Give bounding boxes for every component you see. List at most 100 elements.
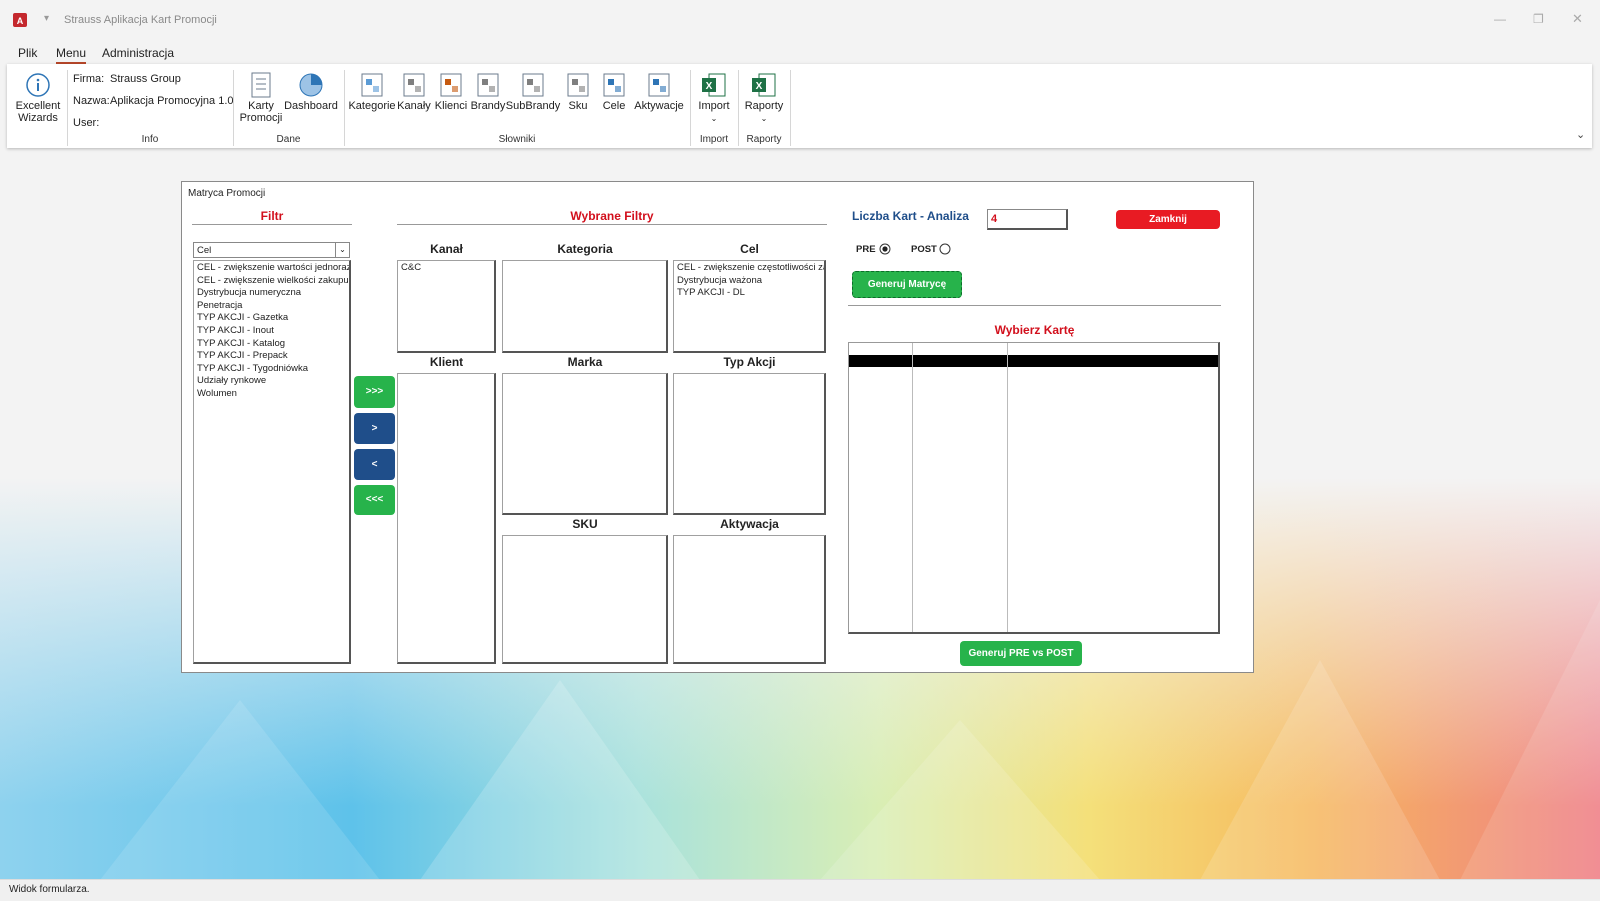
separator [690, 70, 691, 146]
label: Brandy [470, 100, 506, 112]
label: Import [698, 100, 730, 112]
list-item[interactable]: Dystrybucja ważona [677, 274, 763, 286]
list-item[interactable]: CEL - zwiększenie wartości jednorazowego… [197, 262, 351, 273]
panel-list[interactable] [397, 373, 496, 664]
radio-label: POST [911, 244, 937, 255]
icon [603, 73, 625, 97]
panel-label: Cel [740, 242, 759, 256]
value: Strauss Group [110, 73, 181, 85]
list-item[interactable]: TYP AKCJI - Gazetka [197, 312, 289, 324]
card-grid[interactable] [848, 342, 1220, 634]
ribbon-button[interactable]: Klienci [421, 72, 481, 112]
status-text: Widok formularza. [9, 884, 90, 895]
icon [648, 73, 670, 97]
panel-list[interactable] [502, 535, 668, 664]
label: Kategorie [348, 100, 396, 112]
combo-box[interactable]: Cel ⌄ [193, 242, 350, 258]
list-item[interactable]: TYP AKCJI - DL [677, 287, 745, 299]
panel-list[interactable]: CEL - zwiększenie częstotliwości zakupuD… [673, 260, 826, 353]
ribbon-button[interactable]: Kategorie [342, 72, 402, 112]
background-pattern [100, 600, 1600, 880]
list-box[interactable]: CEL - zwiększenie wartości jednorazowego… [193, 260, 351, 664]
collapse-ribbon[interactable]: ⌄ [1576, 129, 1586, 141]
list-item[interactable]: TYP AKCJI - Inout [197, 324, 274, 336]
icon [361, 73, 383, 97]
value: Aplikacja Promocyjna 1.0 [110, 95, 234, 107]
ribbon-button[interactable]: X Raporty ⌄ [742, 72, 786, 124]
panel-list[interactable] [502, 373, 668, 515]
svg-text:X: X [756, 81, 763, 92]
panel-label: Aktywacja [720, 517, 779, 531]
list-item[interactable]: Dystrybucja numeryczna [197, 287, 302, 299]
radio-label: PRE [856, 244, 876, 255]
list-item[interactable]: Udziały rynkowe [197, 375, 267, 387]
radio-post[interactable] [939, 243, 951, 255]
group-label: Dane [276, 134, 301, 145]
section-title: Wybrane Filtry [570, 209, 654, 223]
ribbon-button[interactable]: SubBrandy [503, 72, 563, 112]
list-item[interactable]: TYP AKCJI - Tygodniówka [197, 362, 309, 374]
ribbon-button[interactable]: Cele [584, 72, 644, 112]
panel-label: Klient [429, 355, 464, 369]
form-title: Matryca Promocji [188, 188, 266, 199]
move-button[interactable]: >>> [354, 376, 395, 408]
move-button[interactable]: > [354, 413, 395, 444]
label: Cele [602, 100, 626, 112]
ribbon-button[interactable]: Dashboard [284, 72, 338, 112]
ribbon-button[interactable]: Sku [548, 72, 608, 112]
radio-pre[interactable] [879, 243, 891, 255]
separator [344, 70, 345, 146]
panel-list[interactable]: C&C [397, 260, 496, 353]
group-label: Raporty [746, 134, 782, 145]
text-input[interactable]: 4 [987, 209, 1068, 230]
status-bar: Widok formularza. [0, 879, 1600, 901]
menu-tab[interactable]: Menu [56, 46, 87, 64]
list-item[interactable]: Penetracja [197, 299, 243, 311]
minimize[interactable]: — [1494, 12, 1506, 26]
label: Kanały [397, 100, 431, 112]
move-button[interactable]: <<< [354, 485, 395, 515]
ribbon-button[interactable]: Kanały [384, 72, 444, 112]
group-label: Info [141, 134, 159, 145]
button[interactable]: Generuj Matrycę [852, 271, 962, 298]
close-window[interactable]: ✕ [1572, 11, 1583, 26]
combo-value: Cel [197, 245, 212, 256]
ribbon-button[interactable]: Karty Promocji [238, 72, 284, 124]
ribbon-button[interactable]: Brandy [458, 72, 518, 112]
divider [848, 305, 1221, 306]
ribbon-button[interactable]: X Import ⌄ [694, 72, 734, 124]
icon [26, 73, 50, 97]
label: Raporty [744, 100, 784, 112]
ribbon-button[interactable]: Aktywacje [629, 72, 689, 112]
icon: X [702, 73, 726, 97]
icon [299, 73, 323, 97]
label: Nazwa: [73, 95, 110, 107]
menu-tab[interactable]: Administracja [102, 46, 175, 60]
close-button[interactable]: Zamknij [1116, 210, 1220, 229]
quick-access[interactable]: ▾ [44, 13, 50, 24]
label: Liczba Kart - Analiza [852, 209, 969, 223]
label: User: [73, 117, 100, 129]
icon [477, 73, 499, 97]
divider [397, 224, 827, 225]
panel-list[interactable] [502, 260, 668, 353]
label: Dashboard [284, 100, 338, 112]
app-icon: A [13, 13, 27, 27]
button[interactable]: Generuj PRE vs POST [960, 641, 1082, 666]
list-item[interactable]: TYP AKCJI - Katalog [197, 337, 286, 349]
menu-tab[interactable]: Plik [18, 46, 38, 60]
panel-list[interactable] [673, 535, 826, 664]
separator [67, 70, 68, 146]
ribbon-button[interactable]: Excellent Wizards [12, 72, 64, 124]
list-item[interactable]: C&C [401, 262, 422, 273]
move-button[interactable]: < [354, 449, 395, 480]
list-item[interactable]: TYP AKCJI - Prepack [197, 350, 288, 362]
label: Karty Promocji [239, 100, 283, 124]
icon [522, 73, 544, 97]
list-item[interactable]: CEL - zwiększenie częstotliwości zakupu [677, 262, 824, 273]
list-item[interactable]: Wolumen [197, 387, 237, 399]
list-item[interactable]: CEL - zwiększenie wielkości zakupu [197, 274, 349, 286]
panel-list[interactable] [673, 373, 826, 515]
icon [567, 73, 589, 97]
restore[interactable]: ❐ [1533, 12, 1544, 26]
